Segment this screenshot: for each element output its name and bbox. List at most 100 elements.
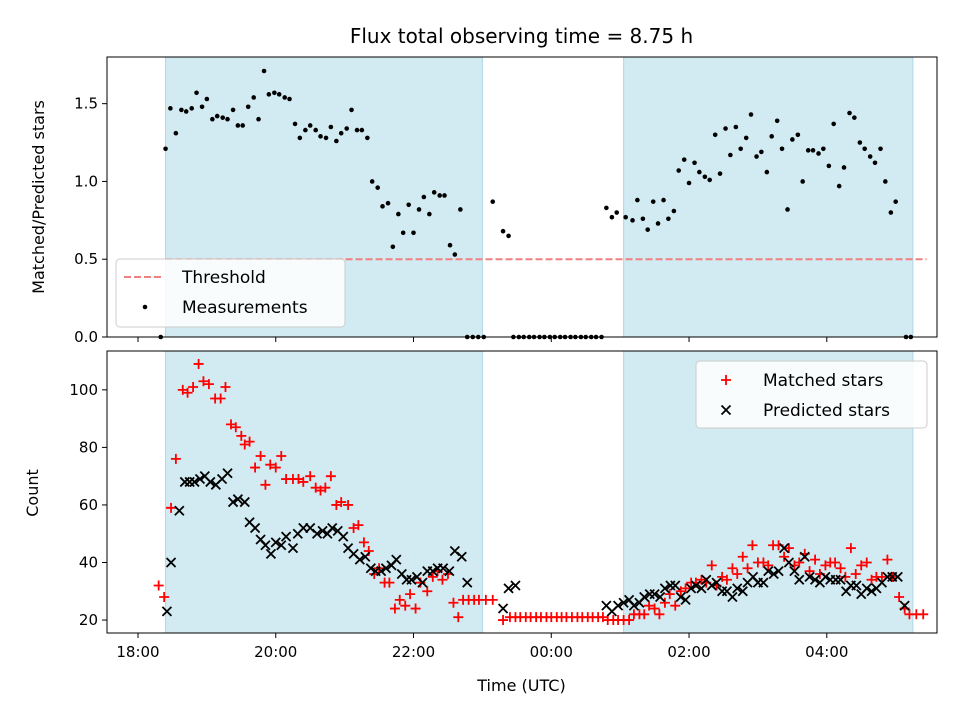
top-point-0-58 [458, 207, 463, 212]
bottom-point-0-43 [384, 577, 395, 588]
top-point-0-98 [681, 157, 687, 162]
bottom-point-0-37 [353, 520, 364, 531]
bottom-point-0-130 [845, 543, 856, 554]
legend-matched-swatch [721, 375, 731, 385]
bottom-point-1-12 [227, 496, 239, 508]
top-point-0-132 [857, 140, 863, 145]
bottom-point-0-47 [405, 589, 416, 600]
bottom-point-0-51 [427, 571, 438, 582]
top-point-0-136 [878, 146, 883, 152]
bottom-point-0-120 [794, 557, 805, 568]
bottom-point-1-28 [317, 525, 328, 536]
bottom-point-0-0 [153, 580, 164, 591]
bottom-axes-frame [106, 350, 938, 634]
top-point-0-57 [452, 252, 458, 257]
top-point-0-97 [676, 168, 682, 173]
top-point-0-124 [816, 151, 821, 156]
bottom-point-1-54 [456, 551, 467, 562]
top-point-0-87 [623, 214, 628, 220]
top-point-0-103 [707, 177, 712, 183]
bottom-point-1-32 [338, 531, 349, 542]
bottom-point-1-101 [820, 571, 831, 583]
top-point-0-121 [800, 179, 805, 184]
top-point-0-122 [805, 148, 811, 153]
top-point-0-25 [287, 96, 292, 102]
bottom-point-0-98 [680, 583, 691, 594]
bottom-point-0-117 [779, 551, 790, 562]
top-point-0-44 [385, 200, 391, 206]
top-point-0-13 [225, 116, 230, 122]
legend-predicted-label: Predicted stars [763, 401, 890, 421]
bottom-point-0-5 [182, 387, 193, 398]
bottom-point-1-90 [763, 565, 774, 577]
top-point-0-55 [442, 193, 447, 198]
bottom-point-0-92 [649, 603, 660, 614]
top-point-0-10 [210, 116, 215, 122]
top-point-0-16 [240, 123, 245, 128]
bottom-point-1-93 [778, 542, 790, 554]
bottom-point-1-98 [804, 571, 815, 583]
top-ytick-label-0: 0.0 [74, 328, 98, 346]
top-point-0-32 [323, 135, 329, 141]
bottom-point-1-89 [758, 577, 769, 588]
bottom-point-0-122 [804, 566, 815, 577]
bottom-point-1-84 [732, 583, 743, 594]
top-point-0-15 [235, 123, 241, 128]
bottom-observing-window-0 [165, 350, 483, 634]
bottom-point-0-32 [325, 471, 336, 482]
bottom-point-1-97 [799, 551, 810, 562]
top-observing-window-1 [623, 56, 914, 338]
bottom-point-0-17 [244, 436, 255, 447]
bottom-point-0-55 [448, 597, 459, 608]
top-ytick-label-2: 1.0 [74, 172, 98, 190]
bottom-point-0-62 [487, 594, 498, 605]
xtick-label-1: 20:00 [254, 643, 297, 661]
bottom-point-1-95 [789, 565, 800, 577]
top-point-0-21 [266, 92, 272, 97]
top-point-0-110 [743, 135, 749, 141]
top-point-0-50 [416, 207, 422, 212]
bottom-point-0-90 [639, 609, 650, 620]
bottom-point-1-49 [427, 565, 438, 577]
top-point-0-20 [261, 68, 267, 74]
bottom-ytick-label-2: 60 [79, 496, 98, 514]
bottom-point-1-99 [809, 574, 821, 585]
legend-measurements-label: Measurements [182, 298, 308, 318]
bottom-point-1-52 [444, 565, 455, 577]
bottom-point-1-23 [287, 542, 299, 554]
bottom-point-1-2 [174, 505, 185, 516]
bottom-point-0-2 [166, 502, 177, 513]
bottom-point-0-143 [918, 609, 929, 620]
bottom-point-1-6 [194, 473, 206, 485]
top-point-0-63 [490, 199, 496, 204]
bottom-point-1-22 [280, 531, 292, 542]
bottom-point-1-109 [861, 583, 872, 594]
bottom-point-0-14 [230, 422, 241, 433]
top-point-0-42 [375, 185, 380, 190]
bottom-point-0-133 [861, 557, 872, 568]
bottom-point-0-110 [742, 563, 753, 574]
bottom-point-0-50 [422, 586, 433, 597]
bottom-point-1-104 [835, 574, 846, 585]
bottom-point-0-20 [260, 479, 271, 490]
top-point-0-95 [666, 216, 671, 222]
top-point-0-119 [790, 137, 795, 142]
bottom-point-0-109 [737, 551, 748, 562]
bottom-series-0 [153, 358, 929, 626]
bottom-point-0-23 [276, 451, 287, 462]
top-point-0-26 [292, 121, 298, 127]
bottom-point-1-56 [503, 583, 514, 594]
bottom-legend: Matched stars Predicted stars [695, 360, 928, 429]
bottom-point-1-115 [892, 571, 903, 583]
bottom-point-1-69 [654, 591, 666, 603]
top-point-0-12 [220, 115, 226, 120]
bottom-panel-counts: 20 40 60 80 100 18:00 20:00 22:00 00:00 02:00 04:0… [69, 350, 938, 661]
bottom-point-1-0 [161, 606, 173, 617]
top-y-axis-label: Matched/Predicted stars [29, 100, 48, 294]
bottom-point-0-118 [783, 543, 794, 554]
legend-measurements-swatch [142, 304, 148, 310]
bottom-point-0-27 [298, 476, 309, 487]
bottom-point-0-87 [624, 615, 635, 626]
bottom-point-1-18 [260, 540, 271, 551]
bottom-point-1-20 [270, 537, 281, 548]
